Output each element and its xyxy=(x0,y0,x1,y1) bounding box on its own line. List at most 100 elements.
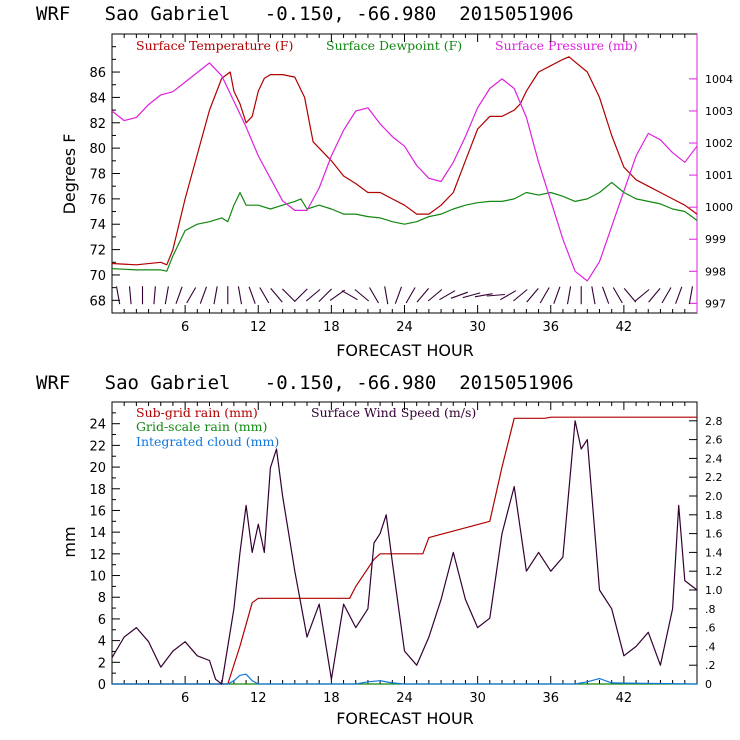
wind-barb xyxy=(688,286,694,305)
wind-barb xyxy=(354,289,370,302)
bottom-y2-tick-label: .2 xyxy=(705,659,716,672)
bottom-x-tick-label: 12 xyxy=(250,691,267,706)
bottom-y-tick-label: 16 xyxy=(89,504,106,519)
top-y-tick-label: 82 xyxy=(89,117,106,132)
wind-barb xyxy=(416,288,430,303)
wind-barb xyxy=(405,287,416,304)
wind-barb xyxy=(623,288,637,303)
wind-barb xyxy=(500,290,517,301)
bottom-y2-tick-label: 0 xyxy=(705,678,712,691)
bottom-y2-tick-label: 2.4 xyxy=(705,452,723,465)
top-y2-tick-label: 1000 xyxy=(705,201,733,214)
wind-barb xyxy=(394,286,403,304)
wind-barb xyxy=(486,293,505,297)
legend-surface-pressure: Surface Pressure (mb) xyxy=(495,38,638,53)
wind-barb xyxy=(566,286,572,305)
wind-barb xyxy=(270,288,283,303)
wind-barb xyxy=(329,289,346,301)
wind-barb xyxy=(539,287,550,304)
bottom-x-tick-label: 42 xyxy=(616,691,633,706)
wind-barb xyxy=(305,289,321,302)
bottom-y-tick-label: 18 xyxy=(89,483,106,498)
bottom-y2-tick-label: 1.8 xyxy=(705,509,723,522)
wind-barb xyxy=(439,290,456,301)
wind-barb xyxy=(318,288,332,302)
top-y2-tick-label: 1004 xyxy=(705,73,733,86)
bottom-y2-tick-label: 2.0 xyxy=(705,490,723,503)
legend-surface-dewpoint: Surface Dewpoint (F) xyxy=(326,38,462,53)
wind-barb xyxy=(369,287,379,304)
wind-barb xyxy=(675,286,683,304)
bottom-x-tick-label: 6 xyxy=(181,691,189,706)
bottom-x-tick-label: 24 xyxy=(396,691,413,706)
wind-barb xyxy=(462,292,481,299)
top-y-tick-label: 78 xyxy=(89,168,106,183)
wind-barb xyxy=(601,286,610,304)
legend-subgrid-rain: Sub-grid rain (mm) xyxy=(136,405,258,420)
bottom-x-tick-label: 30 xyxy=(469,691,486,706)
wind-barb xyxy=(553,286,561,304)
wind-barb xyxy=(164,286,169,305)
top-chart-plot: 6 12 18 24 30 36 42 68 70 72 74 76 78 80 82 84 86 997 998 9… xyxy=(89,33,733,335)
wind-barb xyxy=(237,286,243,305)
top-y2-tick-label: 998 xyxy=(705,265,726,278)
bottom-series-surface-wind-speed-m-s xyxy=(111,420,698,685)
top-y-tick-label: 84 xyxy=(89,91,106,106)
wind-barb xyxy=(153,286,156,305)
top-y2-tick-label: 997 xyxy=(705,297,726,310)
top-x-tick-label: 42 xyxy=(616,320,633,335)
bottom-y2-tick-label: 1.0 xyxy=(705,584,723,597)
top-y2-tick-label: 999 xyxy=(705,233,726,246)
wind-barb xyxy=(213,286,218,305)
legend-integrated-cloud: Integrated cloud (mm) xyxy=(136,434,279,449)
wind-barb xyxy=(248,286,256,304)
top-series-surface-temperature-f xyxy=(111,56,698,266)
wind-barb xyxy=(128,286,132,305)
top-x-tick-label: 6 xyxy=(181,320,189,335)
bottom-y2-tick-label: 1.4 xyxy=(705,546,723,559)
bottom-y-tick-label: 6 xyxy=(98,613,106,628)
bottom-y-tick-label: 22 xyxy=(89,439,106,454)
top-x-axis-label: FORECAST HOUR xyxy=(336,341,474,360)
wind-barb xyxy=(175,286,183,304)
top-x-tick-label: 12 xyxy=(250,320,267,335)
bottom-y-tick-label: 10 xyxy=(89,570,106,585)
bottom-y-tick-label: 2 xyxy=(98,656,106,671)
wind-barb xyxy=(384,286,389,305)
bottom-series-integrated-cloud-mm xyxy=(112,673,698,685)
bottom-y2-tick-label: 2.8 xyxy=(705,415,723,428)
bottom-y2-tick-label: 2.6 xyxy=(705,434,723,447)
wind-barb xyxy=(282,288,296,302)
wind-barb xyxy=(115,286,121,305)
wind-barb xyxy=(186,287,197,304)
wind-barb xyxy=(199,286,208,304)
bottom-chart-plot: 6 12 18 24 30 36 420246810121416182022240.2.4.… xyxy=(89,401,723,706)
top-y2-tick-label: 1002 xyxy=(705,137,733,150)
wind-barb xyxy=(526,288,539,303)
top-x-tick-label: 18 xyxy=(323,320,340,335)
bottom-y2-tick-label: 1.2 xyxy=(705,565,723,578)
bottom-y-tick-label: 0 xyxy=(98,678,106,693)
bottom-y2-tick-label: 2.2 xyxy=(705,471,723,484)
legend-gridscale-rain: Grid-scale rain (mm) xyxy=(136,419,267,434)
bottom-y-axis-label: mm xyxy=(60,526,79,557)
wind-barb xyxy=(513,289,528,302)
top-y-tick-label: 76 xyxy=(89,193,106,208)
wind-barb xyxy=(341,290,358,301)
wind-barb xyxy=(450,291,468,299)
bottom-x-tick-label: 36 xyxy=(542,691,559,706)
top-x-tick-label: 36 xyxy=(542,320,559,335)
top-y-tick-label: 72 xyxy=(89,244,106,259)
wind-barb xyxy=(634,289,650,302)
wind-barb xyxy=(427,289,443,302)
top-series-surface-dewpoint-f xyxy=(111,181,698,272)
top-x-tick-label: 30 xyxy=(469,320,486,335)
wind-barb xyxy=(259,287,270,304)
legend-surface-wind-speed: Surface Wind Speed (m/s) xyxy=(311,405,476,420)
bottom-y2-tick-label: 1.6 xyxy=(705,528,723,541)
top-x-tick-label: 24 xyxy=(396,320,413,335)
wind-barb xyxy=(474,293,493,298)
wind-barb xyxy=(294,288,308,302)
wind-barb xyxy=(661,287,672,304)
